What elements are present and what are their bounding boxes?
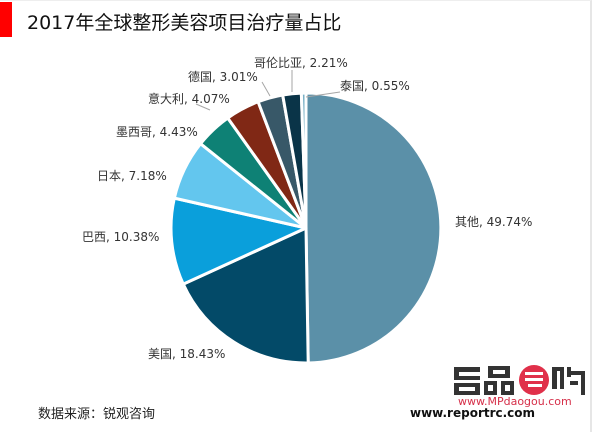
data-label: 墨西哥, 4.43% xyxy=(116,125,198,139)
site-url: www.reportrc.com xyxy=(410,406,536,420)
data-label: 泰国, 0.55% xyxy=(340,79,410,93)
pie-slice-8 xyxy=(299,91,308,230)
data-label: 巴西, 10.38% xyxy=(82,230,160,244)
data-label: 其他, 49.74% xyxy=(455,215,533,229)
data-source: 数据来源：锐观咨询 xyxy=(38,407,156,422)
data-label: 意大利, 4.07% xyxy=(148,92,230,106)
watermark-logo-icon xyxy=(454,365,585,395)
pie-slice-2 xyxy=(169,196,308,286)
data-label: 美国, 18.43% xyxy=(148,347,226,361)
data-label: 哥伦比亚, 2.21% xyxy=(254,56,348,70)
data-label: 日本, 7.18% xyxy=(97,169,167,183)
data-label: 德国, 3.01% xyxy=(188,70,258,84)
title-accent-bar xyxy=(0,2,12,37)
pie-slice-1 xyxy=(181,226,310,365)
leader-line xyxy=(261,81,271,97)
pie-slice-0 xyxy=(304,91,443,365)
leader-line xyxy=(305,91,341,98)
leader-line xyxy=(195,103,211,111)
watermark-url: www.MPdaogou.com xyxy=(458,395,572,408)
chart-title: 2017年全球整形美容项目治疗量占比 xyxy=(27,12,342,34)
